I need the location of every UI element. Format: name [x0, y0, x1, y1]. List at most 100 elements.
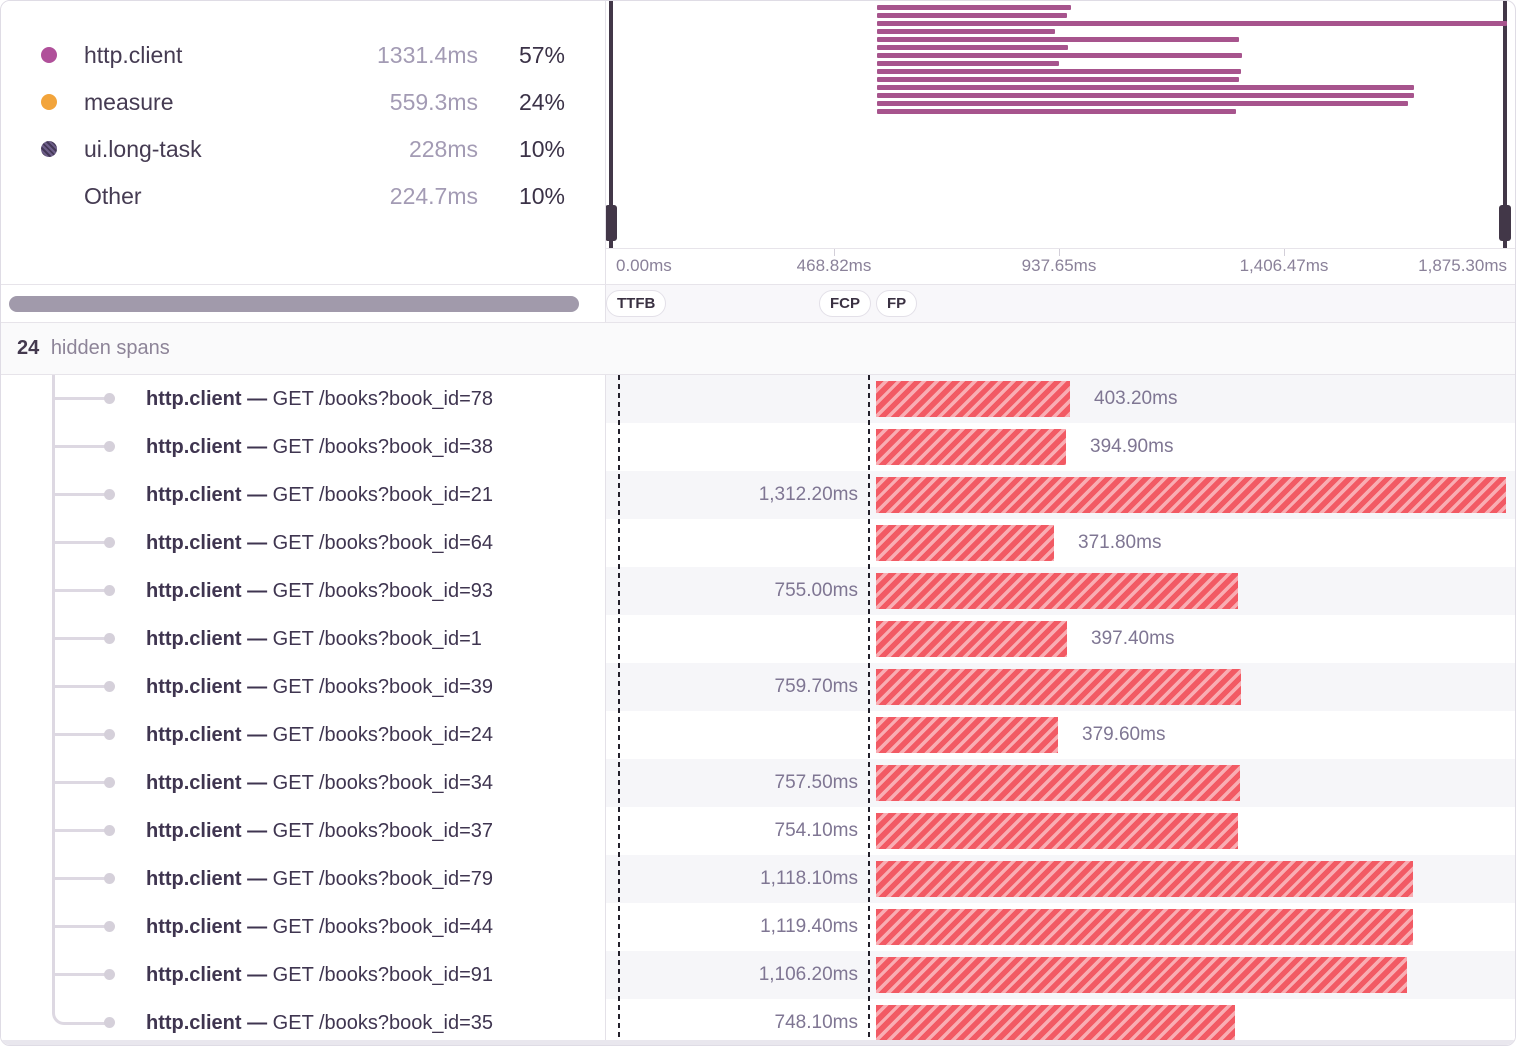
span-row[interactable]: http.client — GET /books?book_id=44 1,119…	[1, 903, 1515, 951]
span-title: http.client — GET /books?book_id=39	[146, 663, 493, 711]
minimap-span-bar	[877, 29, 1055, 34]
span-row-left: http.client — GET /books?book_id=34	[1, 759, 606, 807]
span-row-left: http.client — GET /books?book_id=21	[1, 471, 606, 519]
horizontal-scrollbar[interactable]	[1, 1040, 1515, 1045]
legend-dot-icon	[41, 141, 57, 157]
span-duration-label: 1,119.40ms	[760, 916, 858, 937]
legend-row-http-client: http.client 1331.4ms 57%	[1, 32, 605, 79]
span-row[interactable]: http.client — GET /books?book_id=1 397.40…	[1, 615, 1515, 663]
span-row[interactable]: http.client — GET /books?book_id=39 759.7…	[1, 663, 1515, 711]
minimap-span-bar	[877, 93, 1414, 98]
tree-connector-line	[52, 375, 55, 999]
vital-badge-fp[interactable]: FP	[876, 290, 918, 317]
axis-tick-label: 1,406.47ms	[1239, 256, 1329, 275]
span-duration-bar[interactable]	[876, 861, 1413, 897]
tree-node-dot	[104, 393, 115, 404]
span-row[interactable]: http.client — GET /books?book_id=24 379.6…	[1, 711, 1515, 759]
span-duration-bar[interactable]	[876, 765, 1240, 801]
span-title: http.client — GET /books?book_id=91	[146, 951, 493, 999]
hidden-spans-label: hidden spans	[50, 337, 170, 359]
span-op-name: http.client —	[146, 532, 273, 554]
span-duration-bar[interactable]	[876, 669, 1241, 705]
span-row-timeline: 379.60ms	[606, 711, 1515, 759]
legend-op-duration: 559.3ms	[389, 89, 478, 115]
minimap-left-handle[interactable]	[609, 1, 613, 248]
span-row-timeline: 1,312.20ms	[606, 471, 1515, 519]
ops-breakdown-panel: http.client 1331.4ms 57% measure 559.3ms 24% u…	[1, 1, 606, 284]
minimap-right-handle[interactable]	[1503, 1, 1507, 248]
span-duration-bar[interactable]	[876, 429, 1066, 465]
span-op-name: http.client —	[146, 820, 273, 842]
span-description: GET /books?book_id=34	[272, 772, 494, 794]
legend-op-name: Other	[84, 183, 142, 209]
minimap-scrollbar-thumb[interactable]	[9, 296, 579, 312]
span-row-timeline: 1,118.10ms	[606, 855, 1515, 903]
span-duration-bar[interactable]	[876, 573, 1238, 609]
span-row-left: http.client — GET /books?book_id=79	[1, 855, 606, 903]
trace-minimap[interactable]	[606, 1, 1515, 249]
tree-connector	[52, 397, 105, 400]
tree-node-dot	[104, 585, 115, 596]
span-row[interactable]: http.client — GET /books?book_id=78 403.2…	[1, 375, 1515, 423]
span-description: GET /books?book_id=44	[272, 916, 494, 938]
span-description: GET /books?book_id=21	[272, 484, 494, 506]
span-row-timeline: 1,106.20ms	[606, 951, 1515, 999]
minimap-span-bar	[877, 21, 1507, 26]
span-row[interactable]: http.client — GET /books?book_id=37 754.1…	[1, 807, 1515, 855]
span-row-left: http.client — GET /books?book_id=1	[1, 615, 606, 663]
span-duration-bar[interactable]	[876, 717, 1058, 753]
span-row[interactable]: http.client — GET /books?book_id=93 755.0…	[1, 567, 1515, 615]
span-row[interactable]: http.client — GET /books?book_id=35 748.1…	[1, 999, 1515, 1045]
legend-op-duration: 1331.4ms	[376, 42, 478, 68]
span-op-name: http.client —	[146, 388, 273, 410]
span-row[interactable]: http.client — GET /books?book_id=79 1,118…	[1, 855, 1515, 903]
legend-op-duration: 224.7ms	[389, 183, 478, 209]
vitals-row: TTFB FCP FP	[1, 285, 1515, 323]
legend-op-name: ui.long-task	[84, 136, 202, 162]
tree-connector	[52, 637, 105, 640]
hidden-spans-count: 24	[17, 337, 40, 359]
span-duration-bar[interactable]	[876, 621, 1067, 657]
span-row-timeline: 748.10ms	[606, 999, 1515, 1045]
tree-node-dot	[104, 681, 115, 692]
span-duration-bar[interactable]	[876, 477, 1506, 513]
vital-badge-ttfb[interactable]: TTFB	[606, 290, 667, 317]
span-row-timeline: 394.90ms	[606, 423, 1515, 471]
span-row-left: http.client — GET /books?book_id=93	[1, 567, 606, 615]
hidden-spans-row[interactable]: 24 hidden spans	[1, 323, 1515, 375]
span-row[interactable]: http.client — GET /books?book_id=34 757.5…	[1, 759, 1515, 807]
span-description: GET /books?book_id=35	[272, 1012, 494, 1034]
tree-connector	[52, 877, 105, 880]
legend-dot-icon	[41, 94, 57, 110]
span-row-timeline: 755.00ms	[606, 567, 1515, 615]
legend-row-ui-long-task: ui.long-task 228ms 10%	[1, 126, 605, 173]
span-row[interactable]: http.client — GET /books?book_id=64 371.8…	[1, 519, 1515, 567]
span-op-name: http.client —	[146, 724, 273, 746]
minimap-right-grip[interactable]	[1499, 205, 1511, 241]
span-row-left: http.client — GET /books?book_id=44	[1, 903, 606, 951]
span-duration-bar[interactable]	[876, 525, 1054, 561]
span-duration-label: 1,106.20ms	[758, 964, 858, 985]
span-duration-label: 759.70ms	[774, 676, 858, 697]
minimap-left-grip[interactable]	[606, 205, 617, 241]
span-duration-bar[interactable]	[876, 813, 1238, 849]
span-duration-label: 757.50ms	[774, 772, 858, 793]
span-duration-bar[interactable]	[876, 1005, 1235, 1041]
span-row[interactable]: http.client — GET /books?book_id=38 394.9…	[1, 423, 1515, 471]
tree-connector	[52, 445, 105, 448]
vital-badge-fcp[interactable]: FCP	[819, 290, 871, 317]
span-description: GET /books?book_id=39	[272, 676, 494, 698]
axis-tick-label: 937.65ms	[1021, 256, 1097, 275]
span-duration-bar[interactable]	[876, 957, 1407, 993]
tree-connector	[52, 493, 105, 496]
span-duration-bar[interactable]	[876, 909, 1413, 945]
tree-connector	[52, 973, 105, 976]
span-row[interactable]: http.client — GET /books?book_id=21 1,312…	[1, 471, 1515, 519]
tree-connector	[52, 733, 105, 736]
minimap-span-bar	[877, 37, 1239, 42]
span-row-left: http.client — GET /books?book_id=24	[1, 711, 606, 759]
minimap-span-bar	[877, 61, 1059, 66]
span-duration-bar[interactable]	[876, 381, 1070, 417]
span-row[interactable]: http.client — GET /books?book_id=91 1,106…	[1, 951, 1515, 999]
